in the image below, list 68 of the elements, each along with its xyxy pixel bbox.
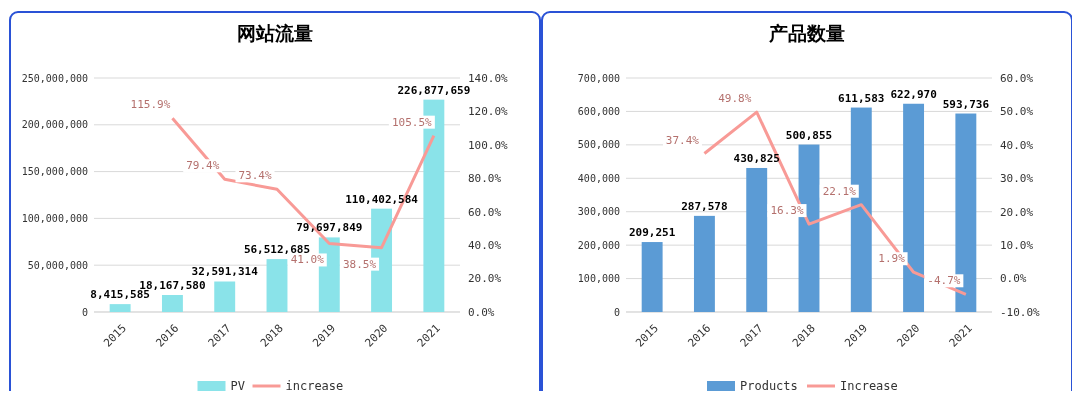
bar xyxy=(214,281,236,312)
y2-tick-label: 40.0% xyxy=(1000,138,1034,152)
legend-label: Products xyxy=(740,379,798,393)
y2-tick-label: 80.0% xyxy=(468,172,502,186)
data-label: 611,583 xyxy=(838,91,885,105)
y2-tick-label: 0.0% xyxy=(468,305,495,319)
data-label: 115.9% xyxy=(130,98,171,112)
bar xyxy=(693,215,715,312)
bar xyxy=(746,167,768,312)
data-label: 79,697,849 xyxy=(296,221,363,235)
bar xyxy=(161,295,183,312)
data-label: -4.7% xyxy=(927,274,961,288)
y-tick-label: 100,000,000 xyxy=(21,212,88,224)
legend-label: Increase xyxy=(840,379,898,393)
y2-tick-label: 60.0% xyxy=(1000,71,1034,85)
legend-label: increase xyxy=(285,379,344,393)
data-label: 593,736 xyxy=(942,97,990,111)
data-label: 73.4% xyxy=(238,169,272,183)
data-label: 622,970 xyxy=(890,87,937,101)
data-label: 22.1% xyxy=(822,184,857,198)
data-label: 110,402,584 xyxy=(345,192,419,206)
y-tick-label: 0 xyxy=(81,306,88,318)
y2-tick-label: 20.0% xyxy=(1000,205,1034,219)
legend-label: PV xyxy=(230,379,245,393)
chart-title: 网站流量 xyxy=(237,22,313,44)
y-tick-label: 200,000 xyxy=(577,239,620,251)
data-label: 8,415,585 xyxy=(90,288,150,302)
y-tick-label: 400,000 xyxy=(577,172,620,184)
data-label: 79.4% xyxy=(186,159,220,173)
data-label: 37.4% xyxy=(665,133,700,147)
chart-title: 产品数量 xyxy=(768,22,845,44)
data-label: 32,591,314 xyxy=(191,265,259,279)
y2-tick-label: -10.0% xyxy=(1000,305,1041,319)
y-tick-label: 250,000,000 xyxy=(21,72,88,84)
y2-tick-label: 0.0% xyxy=(1000,272,1027,286)
data-label: 1.9% xyxy=(878,252,906,266)
y2-tick-label: 50.0% xyxy=(1000,105,1034,119)
y2-tick-label: 60.0% xyxy=(468,205,502,219)
y-tick-label: 700,000 xyxy=(577,72,620,84)
y-tick-label: 0 xyxy=(613,306,620,318)
data-label: 209,251 xyxy=(628,226,676,240)
bar xyxy=(109,304,131,312)
data-label: 41.0% xyxy=(290,253,325,267)
y2-tick-label: 140.0% xyxy=(468,71,509,85)
y2-tick-label: 40.0% xyxy=(468,238,502,252)
y2-tick-label: 120.0% xyxy=(468,105,509,119)
data-label: 105.5% xyxy=(391,115,433,129)
bar xyxy=(641,242,663,312)
y-tick-label: 50,000,000 xyxy=(27,259,88,271)
y2-tick-label: 20.0% xyxy=(468,272,502,286)
data-label: 226,877,659 xyxy=(397,83,471,97)
y-tick-label: 100,000 xyxy=(577,273,620,285)
y2-tick-label: 100.0% xyxy=(468,138,509,152)
data-label: 287,578 xyxy=(681,199,728,213)
data-label: 500,855 xyxy=(785,128,833,142)
y-tick-label: 300,000 xyxy=(577,206,620,218)
data-label: 38.5% xyxy=(343,257,377,271)
y-tick-label: 150,000,000 xyxy=(21,166,88,178)
data-label: 16.3% xyxy=(770,204,804,218)
data-label: 430,825 xyxy=(733,151,780,165)
y-tick-label: 200,000,000 xyxy=(21,119,88,131)
bar xyxy=(903,103,925,312)
y-tick-label: 500,000 xyxy=(577,139,620,151)
y2-tick-label: 10.0% xyxy=(1000,238,1034,252)
y2-tick-label: 30.0% xyxy=(1000,172,1034,186)
bar xyxy=(266,259,288,312)
y-tick-label: 600,000 xyxy=(577,105,620,117)
data-label: 49.8% xyxy=(718,92,752,106)
